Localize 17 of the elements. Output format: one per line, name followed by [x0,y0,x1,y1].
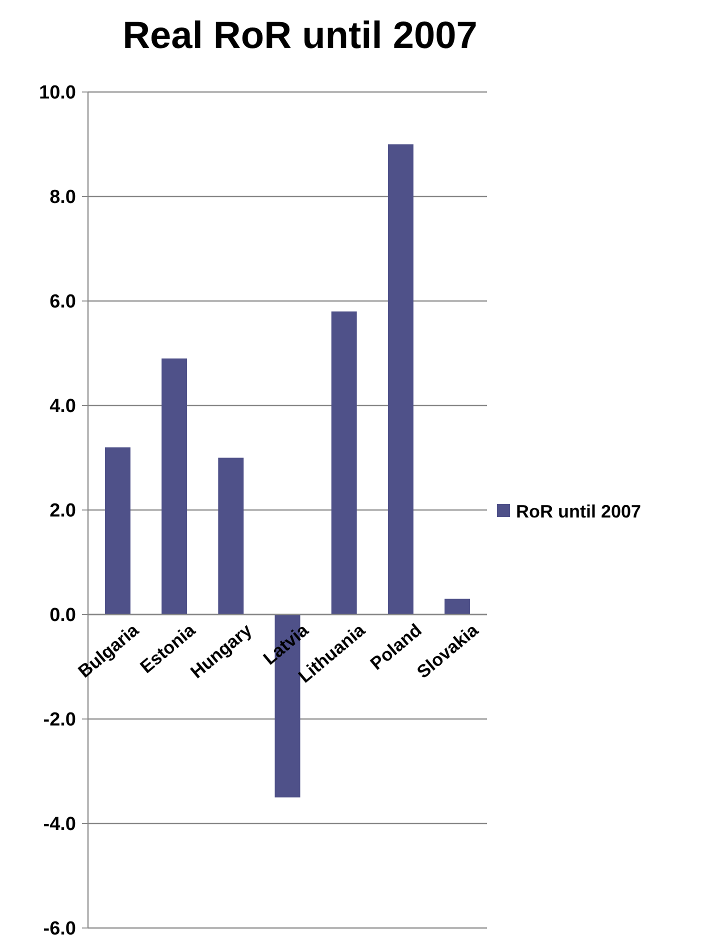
bar [162,358,188,614]
y-tick-label: 2.0 [50,500,76,522]
bar [331,311,357,614]
y-tick-label: 6.0 [50,292,76,313]
legend-label: RoR until 2007 [516,501,642,522]
y-tick-label: 8.0 [50,187,76,208]
bar [104,447,130,614]
bar [388,144,414,614]
y-tick-label: 10.0 [39,82,76,104]
bar [444,598,470,614]
chart-title: Real RoR until 2007 [122,15,478,57]
y-tick-label: 4.0 [50,396,76,418]
bar [218,458,244,614]
y-tick-label: -6.0 [43,918,76,940]
y-tick-label: -4.0 [43,814,76,836]
y-tick-label: -2.0 [43,710,76,731]
y-tick-label: 0.0 [50,605,76,626]
